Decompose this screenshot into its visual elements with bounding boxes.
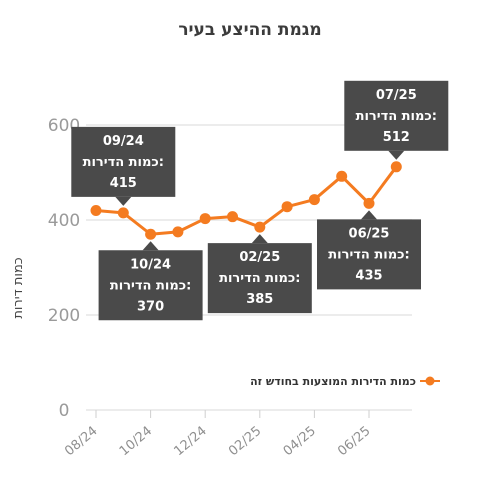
tooltip-06-25: 06/25 כמות הדירות: 435 — [317, 210, 421, 290]
data-point[interactable] — [281, 201, 293, 213]
data-point[interactable] — [308, 194, 320, 206]
tooltip-line: כמות הדירות: — [83, 155, 164, 170]
data-point[interactable] — [254, 221, 266, 233]
data-point[interactable] — [390, 161, 402, 173]
chart-title: מגמת ההיצע בעיר — [178, 20, 321, 40]
tooltip-line: 512 — [383, 130, 410, 145]
x-tick-label: 06/25 — [335, 424, 373, 460]
tooltip-line: כמות הדירות: — [356, 109, 437, 124]
data-point[interactable] — [117, 207, 129, 219]
tooltips: 09/24 כמות הדירות: 415 10/24 כמות הדירות: 370… — [71, 80, 449, 321]
tooltip-line: 10/24 — [130, 257, 171, 272]
tooltip-line: כמות הדירות: — [110, 278, 191, 293]
tooltip-arrow — [388, 150, 405, 160]
tooltip-02-25: 02/25 כמות הדירות: 385 — [207, 234, 312, 314]
legend-label: כמות הדירות המוצעות בחודש זה — [250, 375, 416, 388]
series-layer — [90, 161, 402, 240]
tooltip-line: כמות הדירות: — [219, 271, 300, 286]
data-point[interactable] — [227, 211, 238, 223]
x-tick-label: 08/24 — [62, 424, 100, 460]
y-tick-label: 400 — [48, 211, 80, 231]
tooltip-line: 415 — [110, 176, 137, 191]
tooltip-line: 370 — [137, 299, 164, 314]
data-point[interactable] — [336, 170, 348, 182]
tooltip-09-24: 09/24 כמות הדירות: 415 — [71, 126, 176, 206]
y-tick-label: 0 — [59, 401, 70, 421]
tooltip-line: 07/25 — [376, 88, 417, 103]
tooltip-line: 385 — [246, 292, 273, 307]
data-point[interactable] — [199, 213, 211, 225]
x-tick-label: 02/25 — [226, 424, 264, 460]
data-point[interactable] — [90, 205, 102, 216]
x-tick-label: 12/24 — [171, 424, 209, 460]
tooltip-box — [207, 243, 312, 314]
data-point[interactable] — [172, 226, 184, 238]
data-point[interactable] — [363, 197, 375, 209]
tooltip-arrow — [251, 234, 268, 244]
legend-marker — [425, 376, 435, 386]
y-axis-label: כמות דירות — [11, 257, 26, 318]
tooltip-line: 09/24 — [103, 134, 144, 149]
tooltip-arrow — [142, 241, 159, 251]
tooltip-line: כמות הדירות: — [328, 247, 409, 262]
x-axis-ticks: 08/24 10/24 12/24 02/25 04/25 06/25 — [62, 410, 374, 460]
tooltip-box — [98, 250, 203, 321]
tooltip-arrow — [361, 210, 377, 220]
tooltip-box — [71, 126, 176, 197]
tooltip-line: 435 — [355, 268, 382, 283]
tooltip-line: 02/25 — [239, 250, 280, 265]
tooltip-line: 06/25 — [349, 226, 390, 241]
tooltip-box — [317, 219, 421, 290]
tooltip-10-24: 10/24 כמות הדירות: 370 — [98, 241, 203, 321]
x-tick-label: 10/24 — [117, 424, 155, 460]
y-tick-label: 200 — [48, 306, 80, 326]
legend[interactable]: כמות הדירות המוצעות בחודש זה — [250, 375, 440, 388]
tooltip-box — [344, 80, 449, 151]
series-line — [94, 165, 398, 236]
tooltip-07-25: 07/25 כמות הדירות: 512 — [344, 80, 449, 160]
x-tick-label: 04/25 — [281, 424, 319, 460]
tooltip-arrow — [115, 196, 132, 206]
data-point[interactable] — [145, 228, 157, 240]
